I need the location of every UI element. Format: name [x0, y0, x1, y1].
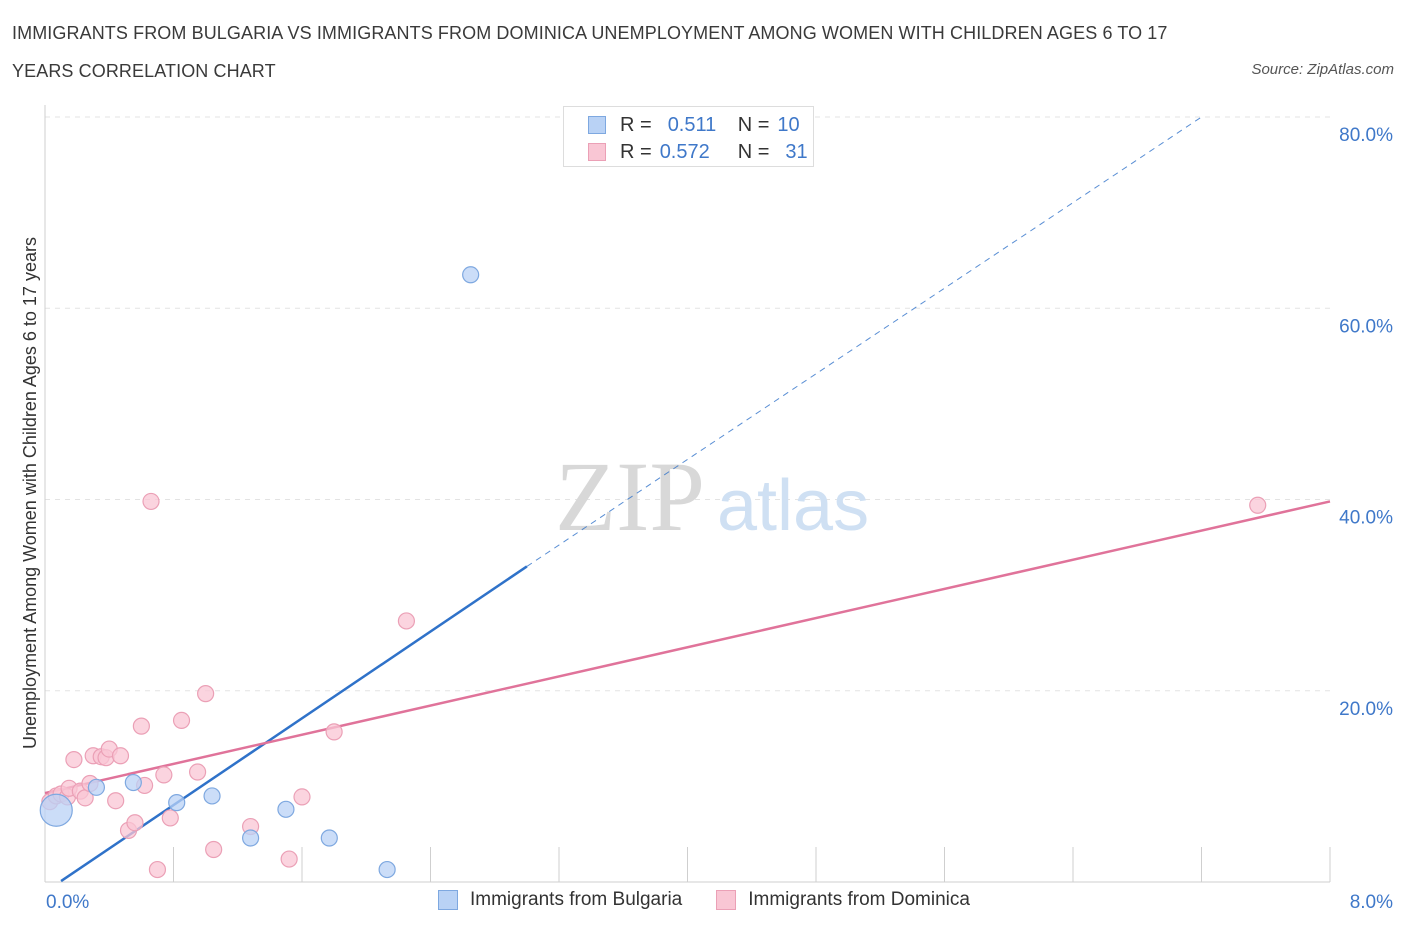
series-label-dominica: Immigrants from Dominica	[748, 889, 970, 910]
legend-row-bulgaria: R = 0.511 N = 10	[588, 113, 800, 137]
series-legend-bulgaria: Immigrants from Bulgaria	[438, 889, 682, 911]
point-dominica	[280, 850, 298, 868]
watermark: ZIP atlas	[555, 441, 869, 552]
point-dominica	[107, 792, 125, 810]
trendline-bulgaria-extension	[526, 116, 1202, 567]
point-bulgaria	[124, 773, 142, 792]
series-legend: Immigrants from Bulgaria Immigrants from…	[438, 889, 1004, 911]
y-tick-label: 20.0%	[1339, 699, 1393, 720]
legend-n-value: 31	[785, 140, 808, 163]
point-dominica	[1249, 496, 1267, 514]
point-dominica	[197, 685, 215, 703]
point-bulgaria	[168, 794, 186, 812]
point-dominica	[126, 814, 144, 832]
y-tick-label: 40.0%	[1339, 508, 1393, 529]
y-tick-label: 60.0%	[1339, 316, 1393, 337]
source-label: Source: ZipAtlas.com	[1251, 61, 1394, 78]
chart-title: IMMIGRANTS FROM BULGARIA VS IMMIGRANTS F…	[12, 23, 1168, 81]
legend-swatch-bulgaria	[588, 116, 606, 134]
watermark-zip: ZIP	[555, 441, 705, 552]
legend-n-label: N =	[737, 113, 770, 136]
legend-n-label: N =	[737, 140, 770, 163]
legend-row-dominica: R = 0.572 N = 31	[588, 140, 808, 164]
series-legend-dominica: Immigrants from Dominica	[716, 889, 970, 911]
point-bulgaria	[462, 266, 480, 284]
legend-n-value: 10	[777, 113, 800, 136]
point-dominica	[148, 860, 167, 879]
point-bulgaria	[378, 860, 396, 879]
point-bulgaria	[320, 829, 338, 847]
y-axis-title: Unemployment Among Women with Children A…	[20, 237, 40, 749]
watermark-atlas: atlas	[717, 466, 869, 546]
series-swatch-bulgaria	[438, 890, 458, 910]
point-dominica	[397, 612, 416, 630]
point-bulgaria	[242, 829, 260, 847]
point-bulgaria	[277, 800, 295, 818]
point-bulgaria	[203, 787, 221, 805]
point-dominica	[293, 788, 311, 806]
grid-lines	[45, 116, 1330, 692]
point-dominica	[205, 840, 223, 859]
point-dominica	[155, 766, 173, 784]
point-dominica	[188, 763, 207, 781]
point-dominica	[65, 750, 83, 769]
legend-r-value: 0.572	[659, 140, 710, 163]
x-tick-label: 8.0%	[1350, 892, 1393, 913]
point-dominica	[325, 723, 343, 741]
legend-r-value: 0.511	[667, 113, 717, 136]
point-dominica	[111, 747, 130, 765]
data-points	[39, 266, 1267, 879]
axis-labels: 20.0% 40.0% 60.0% 80.0% 0.0% 8.0%	[46, 125, 1393, 913]
point-dominica	[132, 717, 150, 735]
trendline-dominica	[44, 500, 1331, 795]
point-dominica	[161, 809, 179, 827]
point-dominica	[172, 711, 191, 729]
axes	[44, 105, 1331, 883]
legend-r-label: R =	[620, 140, 652, 163]
series-label-bulgaria: Immigrants from Bulgaria	[470, 889, 683, 910]
legend-box: R = 0.511 N = 10 R = 0.572 N = 31	[563, 106, 814, 167]
x-tick-label: 0.0%	[46, 892, 89, 913]
legend-r-label: R =	[620, 113, 652, 136]
y-tick-label: 80.0%	[1339, 125, 1393, 146]
legend-swatch-dominica	[588, 143, 606, 161]
point-bulgaria	[39, 793, 73, 827]
point-dominica	[142, 492, 160, 511]
point-bulgaria	[87, 778, 106, 796]
series-swatch-dominica	[716, 890, 737, 910]
